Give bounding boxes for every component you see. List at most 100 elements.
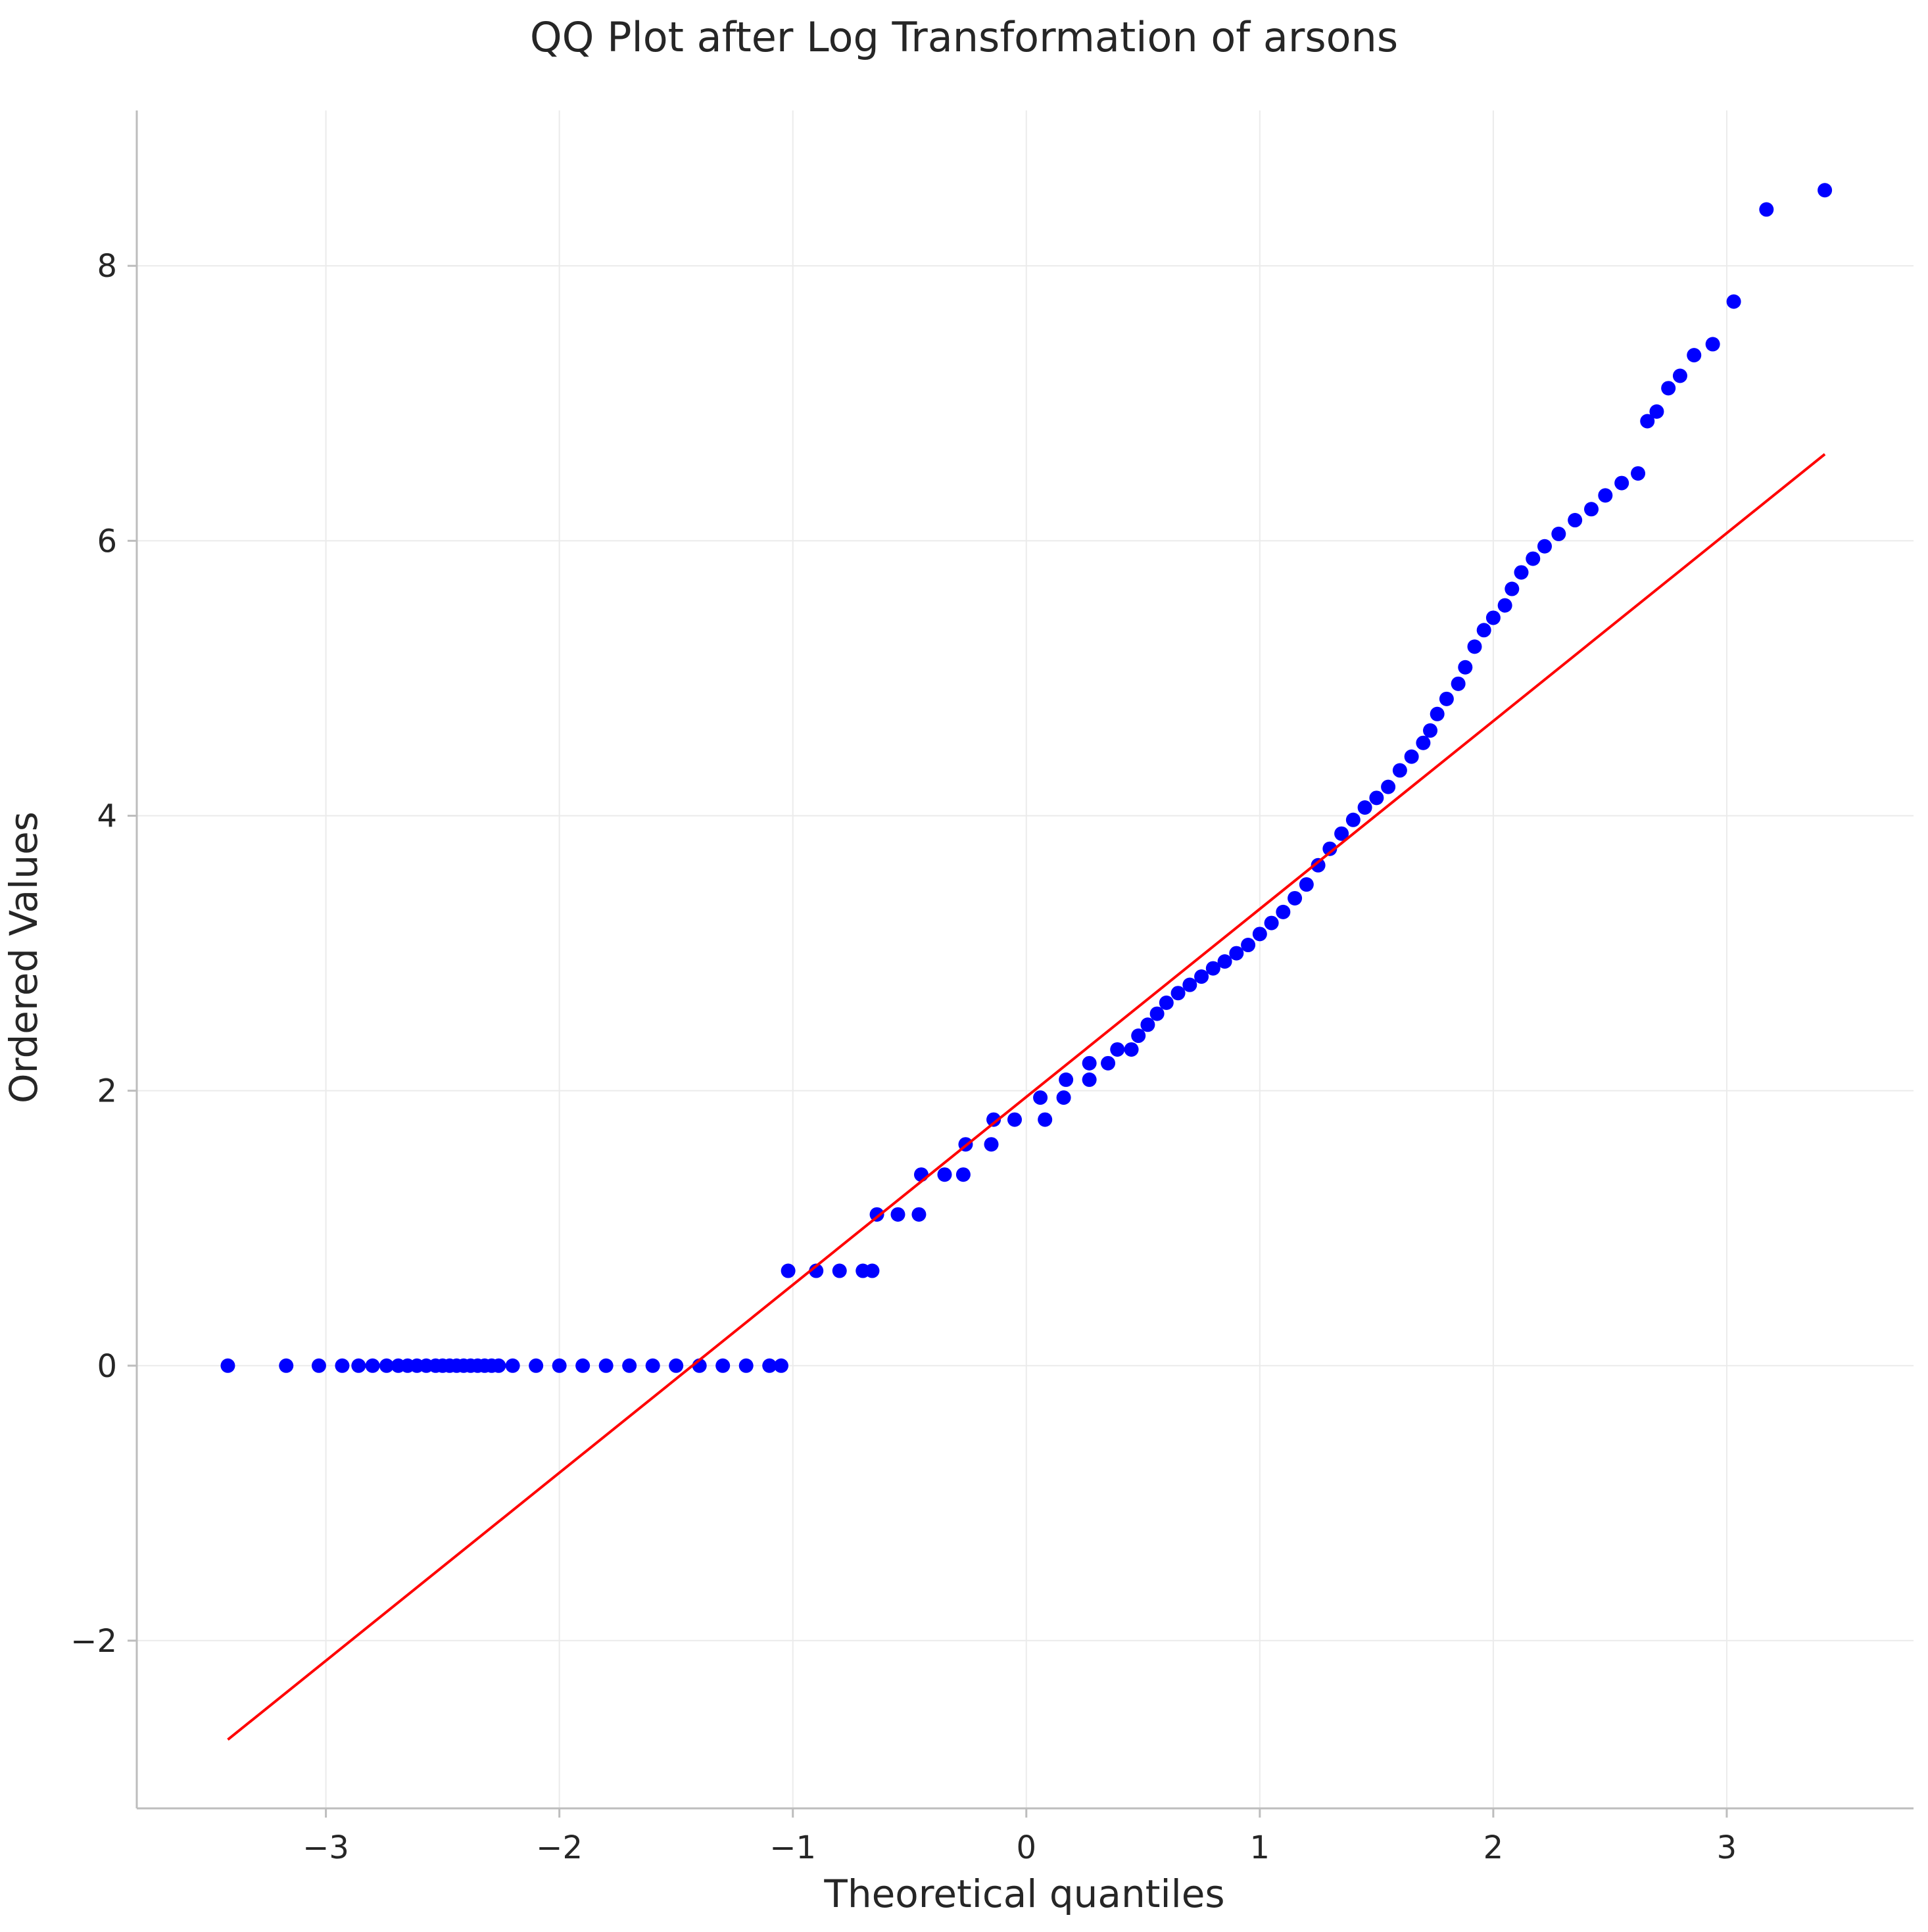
data-point bbox=[1392, 763, 1407, 778]
data-point bbox=[1252, 927, 1267, 942]
data-point bbox=[937, 1167, 952, 1182]
data-point bbox=[645, 1358, 660, 1373]
data-point bbox=[1056, 1090, 1071, 1105]
data-point bbox=[1497, 598, 1512, 613]
data-point bbox=[279, 1358, 294, 1373]
y-tick-label: −2 bbox=[70, 1623, 117, 1660]
data-point bbox=[1159, 995, 1174, 1010]
data-point bbox=[1451, 676, 1466, 691]
data-point bbox=[1416, 735, 1431, 750]
data-point bbox=[1614, 475, 1629, 491]
data-point bbox=[1205, 961, 1220, 976]
data-point bbox=[1299, 877, 1314, 892]
x-tick-label: 1 bbox=[1250, 1829, 1270, 1866]
x-axis-label: Theoretical quantiles bbox=[823, 1872, 1224, 1916]
data-point bbox=[1182, 977, 1197, 992]
data-point bbox=[1430, 706, 1445, 721]
data-point bbox=[598, 1358, 614, 1373]
chart-title: QQ Plot after Log Transformation of arso… bbox=[530, 13, 1398, 61]
data-point bbox=[365, 1358, 380, 1373]
data-point bbox=[1110, 1042, 1125, 1057]
y-tick-label: 2 bbox=[97, 1073, 117, 1110]
data-point bbox=[738, 1358, 754, 1373]
data-point bbox=[1357, 800, 1372, 815]
data-point bbox=[1101, 1055, 1116, 1071]
data-point bbox=[1631, 466, 1646, 481]
data-point bbox=[1082, 1072, 1097, 1087]
y-axis-label: Ordered Values bbox=[1, 811, 46, 1103]
data-point bbox=[1381, 779, 1396, 794]
data-point bbox=[1038, 1112, 1053, 1127]
data-point bbox=[1485, 610, 1501, 625]
data-point bbox=[1149, 1006, 1165, 1021]
data-point bbox=[1505, 581, 1520, 596]
data-point bbox=[529, 1358, 544, 1373]
data-point bbox=[552, 1358, 567, 1373]
data-point bbox=[1082, 1055, 1097, 1071]
data-point bbox=[1537, 539, 1553, 554]
data-point bbox=[1140, 1017, 1155, 1032]
data-point bbox=[335, 1358, 350, 1373]
x-tick-label: −2 bbox=[536, 1829, 583, 1866]
data-point bbox=[1759, 202, 1774, 217]
data-point bbox=[1241, 938, 1256, 953]
y-tick-label: 4 bbox=[97, 798, 117, 835]
data-point bbox=[491, 1358, 506, 1373]
data-point bbox=[220, 1358, 235, 1373]
data-point bbox=[762, 1358, 777, 1373]
data-point bbox=[781, 1263, 796, 1278]
y-tick-label: 8 bbox=[97, 248, 117, 285]
data-point bbox=[1584, 502, 1599, 517]
data-point bbox=[1458, 660, 1473, 675]
data-point bbox=[1818, 183, 1833, 198]
y-tick-label: 6 bbox=[97, 523, 117, 560]
data-point bbox=[1404, 749, 1419, 764]
data-point bbox=[1124, 1042, 1139, 1057]
data-point bbox=[1439, 691, 1454, 706]
data-point bbox=[1322, 841, 1338, 856]
grid-lines bbox=[137, 110, 1914, 1808]
data-point bbox=[911, 1207, 927, 1222]
x-tick-label: −1 bbox=[769, 1829, 816, 1866]
data-point bbox=[1568, 513, 1583, 528]
data-point bbox=[1059, 1072, 1074, 1087]
data-point bbox=[379, 1358, 394, 1373]
data-point bbox=[1598, 488, 1613, 503]
data-point bbox=[1726, 294, 1741, 309]
data-point bbox=[1640, 414, 1655, 429]
data-point bbox=[1526, 551, 1541, 566]
data-point bbox=[1264, 915, 1279, 930]
data-point bbox=[622, 1358, 637, 1373]
axes bbox=[135, 110, 1914, 1810]
data-point bbox=[1229, 946, 1244, 961]
data-point bbox=[1672, 368, 1687, 383]
x-tick-label: −3 bbox=[302, 1829, 349, 1866]
data-point bbox=[1476, 623, 1491, 638]
data-point bbox=[1276, 904, 1291, 919]
data-point bbox=[1705, 337, 1720, 352]
data-point bbox=[1311, 857, 1326, 873]
data-point bbox=[1170, 986, 1186, 1001]
x-tick-label: 2 bbox=[1483, 1829, 1504, 1866]
data-point bbox=[1334, 826, 1349, 841]
data-point bbox=[1217, 954, 1232, 969]
y-tick-label: 0 bbox=[97, 1348, 117, 1385]
data-point bbox=[1423, 723, 1438, 738]
data-point bbox=[890, 1207, 905, 1222]
data-point bbox=[832, 1263, 847, 1278]
data-point bbox=[669, 1358, 684, 1373]
data-point bbox=[1007, 1112, 1023, 1127]
data-point bbox=[1551, 526, 1566, 541]
data-point bbox=[1345, 812, 1361, 827]
data-point bbox=[1687, 348, 1702, 363]
data-points bbox=[220, 183, 1833, 1373]
data-point bbox=[955, 1167, 971, 1182]
data-point bbox=[1369, 790, 1384, 806]
data-point bbox=[715, 1358, 731, 1373]
data-point bbox=[1514, 565, 1529, 580]
data-point bbox=[1194, 969, 1209, 984]
fit-line bbox=[227, 453, 1826, 1741]
data-point bbox=[1467, 639, 1482, 654]
